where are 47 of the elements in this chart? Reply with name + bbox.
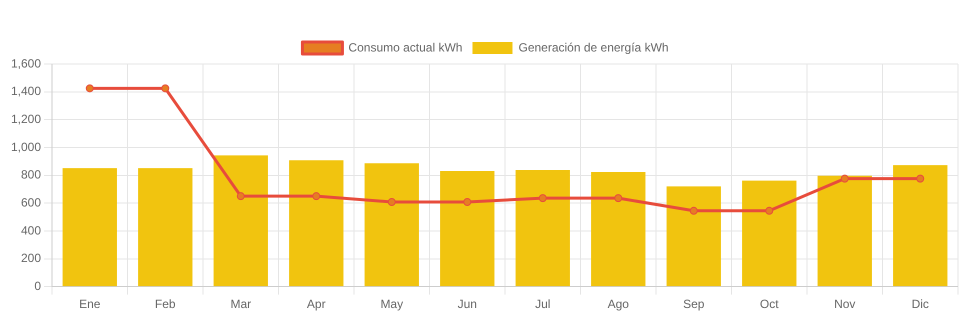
point xyxy=(765,206,774,215)
x-tick-label: Ago xyxy=(608,297,630,312)
bar xyxy=(818,176,872,286)
bar xyxy=(214,155,268,286)
bar xyxy=(893,165,948,286)
point xyxy=(86,84,94,92)
x-tick-label: Jun xyxy=(458,297,477,312)
point xyxy=(312,192,320,200)
point xyxy=(538,194,547,202)
bar xyxy=(138,168,192,286)
y-tick-label: 0 xyxy=(34,278,42,293)
x-tick-label: May xyxy=(380,297,404,312)
bar xyxy=(289,160,344,286)
x-tick-label: Oct xyxy=(760,297,780,312)
x-tick-label: Sep xyxy=(683,297,705,312)
bar xyxy=(742,180,796,286)
y-tick-label: 800 xyxy=(21,168,42,182)
y-tick-label: 1,200 xyxy=(11,112,42,126)
y-tick-label: 1,000 xyxy=(11,140,42,154)
x-tick-label: Nov xyxy=(834,297,856,312)
point xyxy=(388,198,396,206)
y-tick-label: 200 xyxy=(21,251,42,266)
point xyxy=(690,206,698,215)
x-tick-label: Feb xyxy=(154,297,176,312)
point xyxy=(840,174,849,183)
bar xyxy=(591,172,646,286)
bar xyxy=(62,168,117,286)
x-tick-label: Ene xyxy=(79,297,101,312)
point xyxy=(161,84,170,92)
x-tick-label: Dic xyxy=(912,297,929,312)
y-tick-label: 600 xyxy=(21,195,42,210)
point xyxy=(614,194,622,202)
x-tick-label: Apr xyxy=(306,297,326,312)
x-tick-label: Jul xyxy=(535,297,550,312)
point xyxy=(916,174,924,183)
y-tick-label: 1,400 xyxy=(11,84,42,98)
y-tick-label: 1,600 xyxy=(11,56,42,70)
bar xyxy=(364,163,419,286)
bar xyxy=(666,186,721,286)
point xyxy=(463,198,472,206)
point xyxy=(236,192,245,200)
bar xyxy=(440,170,494,286)
bar xyxy=(516,170,570,286)
legend-label: Generación de energía kWh xyxy=(518,40,669,54)
legend-label: Consumo actual kWh xyxy=(348,40,462,54)
y-tick-label: 400 xyxy=(21,223,42,238)
x-tick-label: Mar xyxy=(230,297,252,312)
